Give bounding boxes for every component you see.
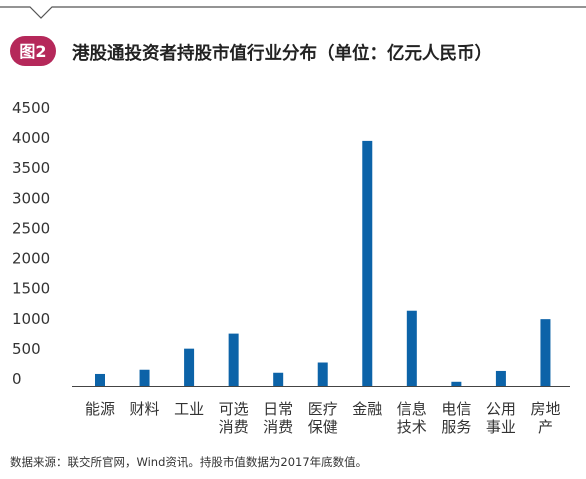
y-tick-label-8: 4000 <box>12 129 50 147</box>
category-label-2-line-0: 工业 <box>174 400 204 418</box>
figure-badge <box>10 36 56 66</box>
category-label-3-line-0: 可选 <box>219 400 249 418</box>
category-label-7-line-0: 信息 <box>397 400 427 418</box>
y-tick-label-4: 2000 <box>12 250 50 268</box>
bar-5 <box>317 362 328 386</box>
bar-3 <box>228 333 239 386</box>
bar-4 <box>273 372 284 386</box>
category-label-7-line-1: 技术 <box>397 418 427 436</box>
category-label-10-line-0: 房地 <box>530 400 560 418</box>
category-label-5-line-1: 保健 <box>308 418 338 436</box>
y-tick-label-3: 1500 <box>12 280 50 298</box>
source-note: 数据来源：联交所官网，Wind资讯。持股市值数据为2017年底数值。 <box>10 455 367 469</box>
y-tick-label-5: 2500 <box>12 219 50 237</box>
bar-0 <box>95 373 105 386</box>
bar-8 <box>451 381 462 386</box>
bar-9 <box>495 370 506 386</box>
y-tick-label-0: 0 <box>12 370 22 388</box>
bar-2 <box>184 348 195 386</box>
y-tick-label-7: 3500 <box>12 159 50 177</box>
category-label-3-line-1: 消费 <box>219 418 249 436</box>
bar-7 <box>406 310 417 386</box>
bar-6 <box>362 140 373 386</box>
category-label-5-line-0: 医疗 <box>308 400 338 418</box>
category-label-4-line-1: 消费 <box>263 418 293 436</box>
category-label-1-line-0: 财料 <box>130 400 160 418</box>
y-tick-label-6: 3000 <box>12 189 50 207</box>
category-label-9-line-0: 公用 <box>486 400 516 418</box>
y-tick-label-2: 1000 <box>12 310 50 328</box>
category-label-4-line-0: 日常 <box>263 400 293 418</box>
y-axis-ticks: 0 500 1000 1500 2000 2500 3000 3500 4000 4500 <box>12 99 50 388</box>
bars-group <box>95 140 551 386</box>
category-label-8-line-0: 电信 <box>441 400 471 418</box>
category-label-6-line-0: 金融 <box>352 400 382 418</box>
y-tick-label-9: 4500 <box>12 99 50 117</box>
category-label-9-line-1: 事业 <box>486 418 516 436</box>
category-label-0-line-0: 能源 <box>85 400 115 418</box>
category-label-10-line-1: 产 <box>538 418 553 436</box>
top-frame-line <box>0 6 586 19</box>
chart-title: 港股通投资者持股市值行业分布（单位：亿元人民币） <box>72 43 492 64</box>
bar-10 <box>540 319 551 386</box>
category-label-8-line-1: 服务 <box>441 418 471 436</box>
bar-1 <box>139 369 150 386</box>
y-tick-label-1: 500 <box>12 340 41 358</box>
figure-label: 图2 <box>19 42 46 61</box>
